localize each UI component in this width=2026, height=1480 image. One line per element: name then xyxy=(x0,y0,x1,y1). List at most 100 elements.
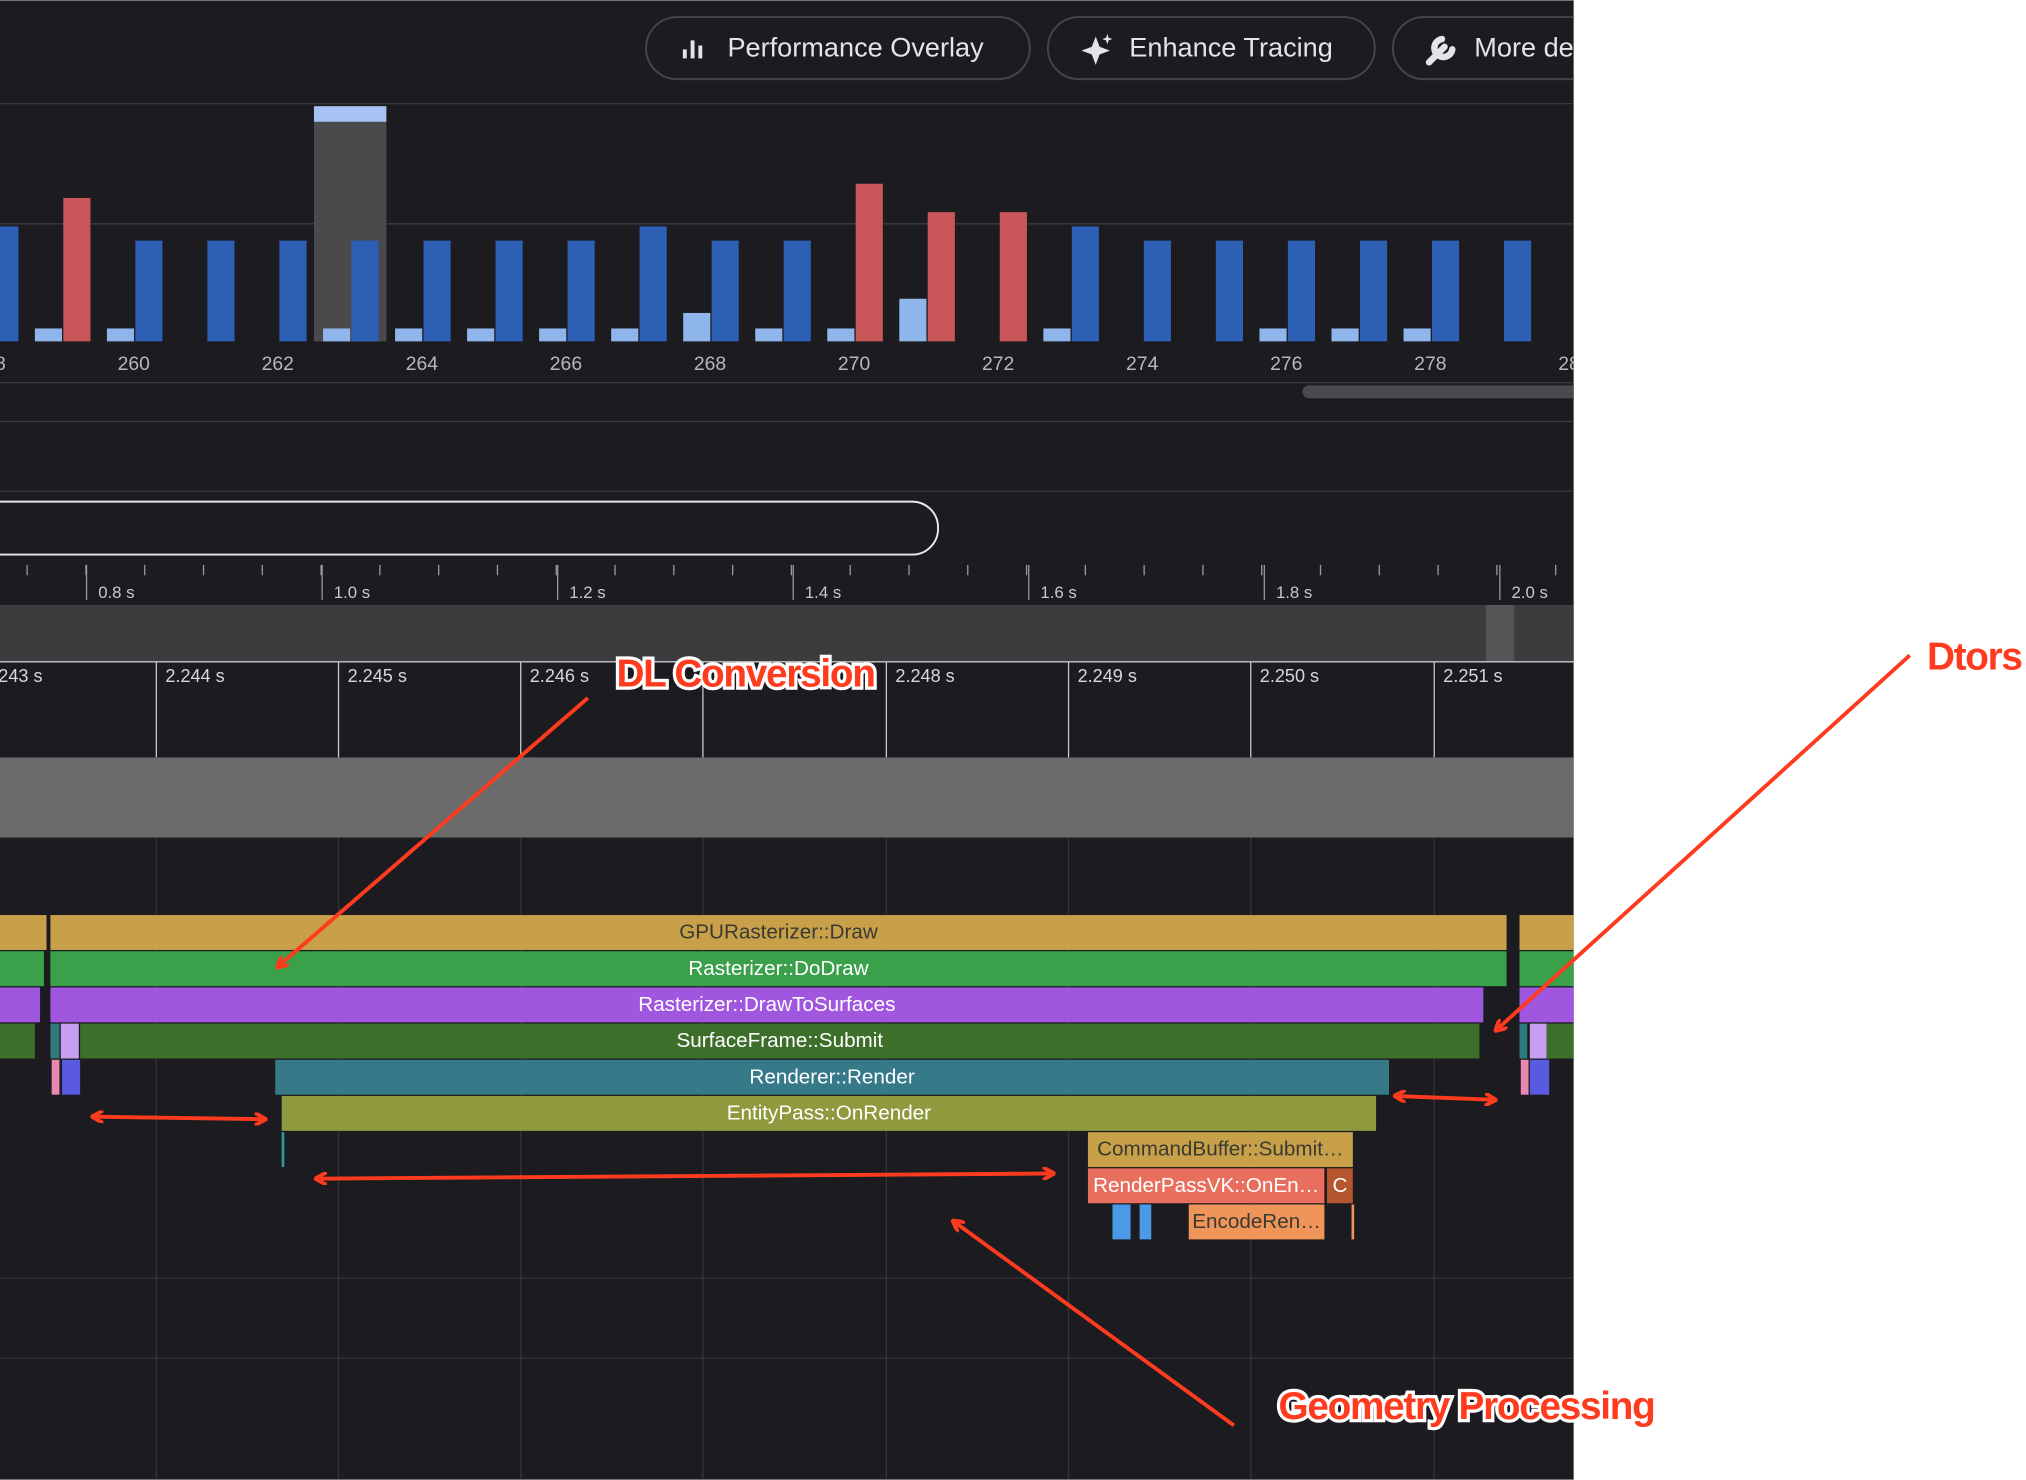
ui-frame-bar[interactable] xyxy=(323,328,351,342)
flame-event[interactable] xyxy=(1529,1023,1547,1059)
overview-window xyxy=(1485,604,1515,662)
icon-sparkle xyxy=(1081,33,1113,65)
flame-event[interactable] xyxy=(1519,1023,1528,1059)
flame-event[interactable] xyxy=(1351,1204,1355,1240)
flame-event-label: C xyxy=(1332,1174,1347,1197)
ruler-label: 2.0 s xyxy=(1511,583,1547,602)
time-label: 2.251 s xyxy=(1443,666,1502,686)
flame-event-label: EntityPass::OnRender xyxy=(727,1102,931,1125)
raster-frame-bar[interactable] xyxy=(855,183,883,342)
frame-number: 264 xyxy=(406,353,439,375)
ui-frame-bar[interactable] xyxy=(539,328,567,342)
flame-event[interactable] xyxy=(1519,987,1574,1023)
ui-frame-bar[interactable] xyxy=(1043,328,1071,342)
annotation-layer: DL Conversion Dtors Geometry Processing xyxy=(93,632,2026,1431)
ui-frame-bar[interactable] xyxy=(106,328,135,342)
flame-event[interactable] xyxy=(281,1132,285,1168)
toolbar-button-label: More de xyxy=(1474,32,1574,63)
flame-event-label: Renderer::Render xyxy=(749,1065,914,1088)
raster-frame-bar[interactable] xyxy=(1359,240,1388,342)
ui-frame-bar[interactable] xyxy=(899,298,927,342)
flame-event[interactable] xyxy=(0,915,47,950)
flame-event[interactable] xyxy=(1546,1023,1574,1059)
raster-frame-bar[interactable] xyxy=(135,240,163,342)
range-pill[interactable] xyxy=(0,500,940,556)
frame-number: 258 xyxy=(0,353,6,375)
toolbar-button-label: Performance Overlay xyxy=(727,32,984,63)
flame-event-label: SurfaceFrame::Submit xyxy=(676,1029,883,1052)
ruler-label: 1.6 s xyxy=(1040,583,1076,602)
flame-event[interactable] xyxy=(50,951,1507,987)
flame-event[interactable] xyxy=(80,1023,1480,1059)
raster-frame-bar[interactable] xyxy=(639,226,667,342)
frame-number: 278 xyxy=(1414,353,1446,375)
flame-event[interactable] xyxy=(62,1059,81,1095)
raster-frame-bar[interactable] xyxy=(927,212,955,342)
flame-event[interactable] xyxy=(0,951,44,987)
flame-event[interactable] xyxy=(1519,915,1574,950)
toolbar-button[interactable] xyxy=(645,16,1031,81)
ui-frame-bar[interactable] xyxy=(1403,328,1431,342)
flame-event-label: CommandBuffer::Submit… xyxy=(1097,1138,1343,1161)
flame-event-label: RenderPassVK::OnEn… xyxy=(1093,1174,1319,1197)
raster-frame-bar[interactable] xyxy=(1143,240,1171,342)
flame-event-label: Rasterizer::DrawToSurfaces xyxy=(638,993,895,1016)
toolbar-button[interactable] xyxy=(1391,16,1651,81)
raster-frame-bar[interactable] xyxy=(207,240,235,342)
ui-frame-bar[interactable] xyxy=(683,312,711,342)
flame-event[interactable] xyxy=(60,1023,79,1059)
flame-event[interactable] xyxy=(50,987,1484,1023)
flame-event[interactable] xyxy=(51,1059,60,1095)
raster-frame-bar[interactable] xyxy=(63,197,91,342)
raster-frame-bar[interactable] xyxy=(423,240,451,342)
scrollbar[interactable] xyxy=(1302,385,1599,399)
flame-event[interactable] xyxy=(1087,1168,1325,1204)
flame-event[interactable] xyxy=(1520,1059,1529,1095)
flame-event[interactable] xyxy=(1112,1204,1131,1240)
flame-event-label: EncodeRen… xyxy=(1192,1210,1321,1233)
ruler-label: 1.0 s xyxy=(334,583,370,602)
flame-event[interactable] xyxy=(275,1059,1389,1095)
flame-event[interactable] xyxy=(50,915,1507,950)
raster-frame-bar[interactable] xyxy=(1071,226,1099,342)
raster-frame-bar[interactable] xyxy=(999,212,1027,342)
ruler-label: 1.8 s xyxy=(1276,583,1312,602)
flame-event[interactable] xyxy=(0,1023,35,1059)
ui-frame-bar[interactable] xyxy=(395,328,423,342)
ui-frame-bar[interactable] xyxy=(611,328,639,342)
flame-event[interactable] xyxy=(0,987,41,1023)
flame-event[interactable] xyxy=(1529,1059,1550,1095)
annotation-arrow xyxy=(1496,653,1912,1030)
flame-event[interactable] xyxy=(1188,1204,1325,1240)
raster-frame-bar[interactable] xyxy=(351,240,379,342)
frame-number: 280 xyxy=(1558,353,1591,375)
flame-event[interactable] xyxy=(50,1023,60,1059)
ui-frame-bar[interactable] xyxy=(755,328,783,342)
annotation-text: Geometry Processing xyxy=(1279,1385,1655,1428)
flame-event[interactable] xyxy=(281,1095,1377,1131)
raster-frame-bar[interactable] xyxy=(567,240,595,342)
raster-frame-bar[interactable] xyxy=(1287,240,1316,342)
ruler-label: 1.2 s xyxy=(569,583,605,602)
flame-event-label: Rasterizer::DoDraw xyxy=(688,957,868,980)
ui-frame-bar[interactable] xyxy=(827,328,855,342)
raster-frame-bar[interactable] xyxy=(495,240,523,342)
flame-event[interactable] xyxy=(1139,1204,1152,1240)
time-label: 2.244 s xyxy=(165,666,224,686)
toolbar-button[interactable] xyxy=(1046,16,1376,81)
raster-frame-bar[interactable] xyxy=(1215,240,1243,342)
frame-number: 270 xyxy=(838,353,871,375)
raster-frame-bar[interactable] xyxy=(1503,240,1532,342)
raster-frame-bar[interactable] xyxy=(279,240,307,342)
ui-frame-bar[interactable] xyxy=(1331,328,1359,342)
raster-frame-bar[interactable] xyxy=(711,240,739,342)
raster-frame-bar[interactable] xyxy=(0,226,19,342)
ui-frame-bar[interactable] xyxy=(467,328,495,342)
ui-frame-bar[interactable] xyxy=(34,328,63,342)
flame-event[interactable] xyxy=(1326,1168,1353,1204)
flame-event[interactable] xyxy=(1087,1132,1353,1168)
raster-frame-bar[interactable] xyxy=(1431,240,1460,342)
raster-frame-bar[interactable] xyxy=(783,240,811,342)
ui-frame-bar[interactable] xyxy=(1259,328,1287,342)
frame-number: 274 xyxy=(1126,353,1159,375)
